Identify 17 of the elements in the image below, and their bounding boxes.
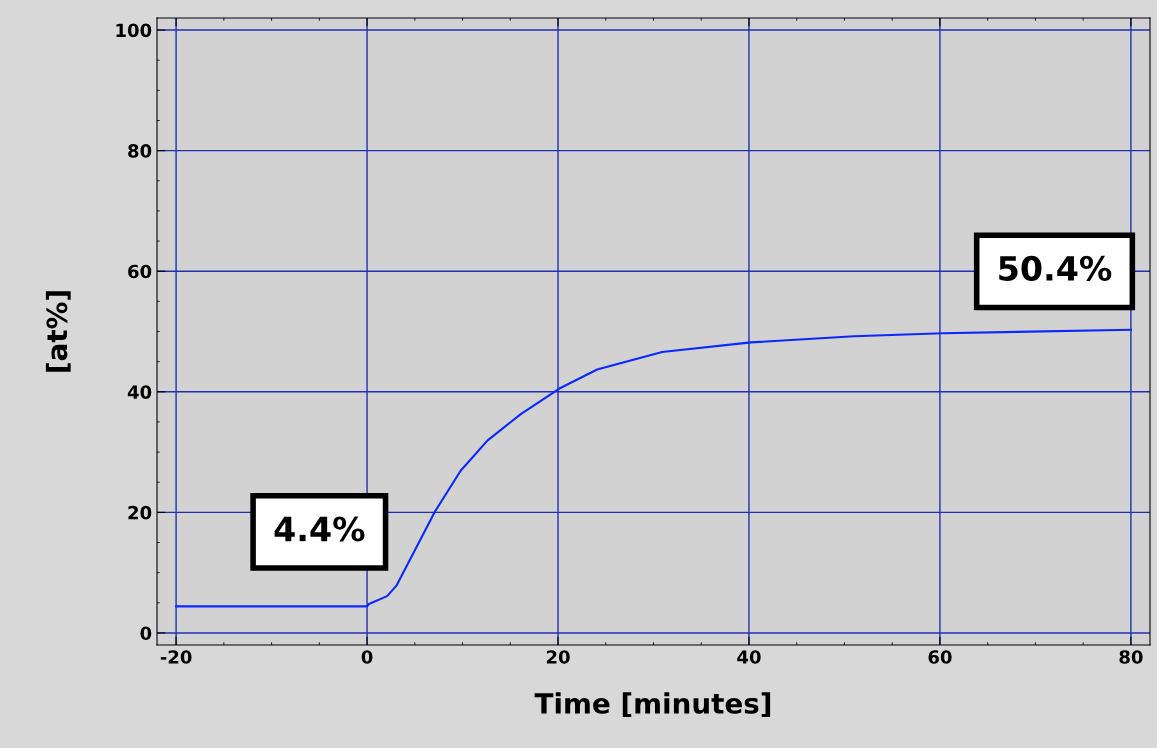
line-series <box>175 328 1132 608</box>
y-tick-label: 100 <box>116 23 152 38</box>
annotation: 50.4% <box>999 255 1112 281</box>
y-axis-title: [at%] <box>45 291 71 372</box>
x-axis-title: Time [minutes] <box>534 692 771 718</box>
y-tick-label: 80 <box>128 144 152 158</box>
y-tick-label: 0 <box>140 626 152 641</box>
y-tick-label: 20 <box>128 505 152 520</box>
x-tick-label: 40 <box>737 650 761 664</box>
x-tick-label: 60 <box>928 650 952 664</box>
x-tick-label: 0 <box>361 650 373 664</box>
x-tick-label: 80 <box>1119 650 1143 664</box>
x-tick-label: 20 <box>546 650 570 664</box>
y-tick-label: 40 <box>127 385 152 399</box>
x-tick-label: -20 <box>160 650 192 664</box>
annotation: 4.4% <box>274 516 365 542</box>
y-tick-label: 60 <box>128 264 152 279</box>
